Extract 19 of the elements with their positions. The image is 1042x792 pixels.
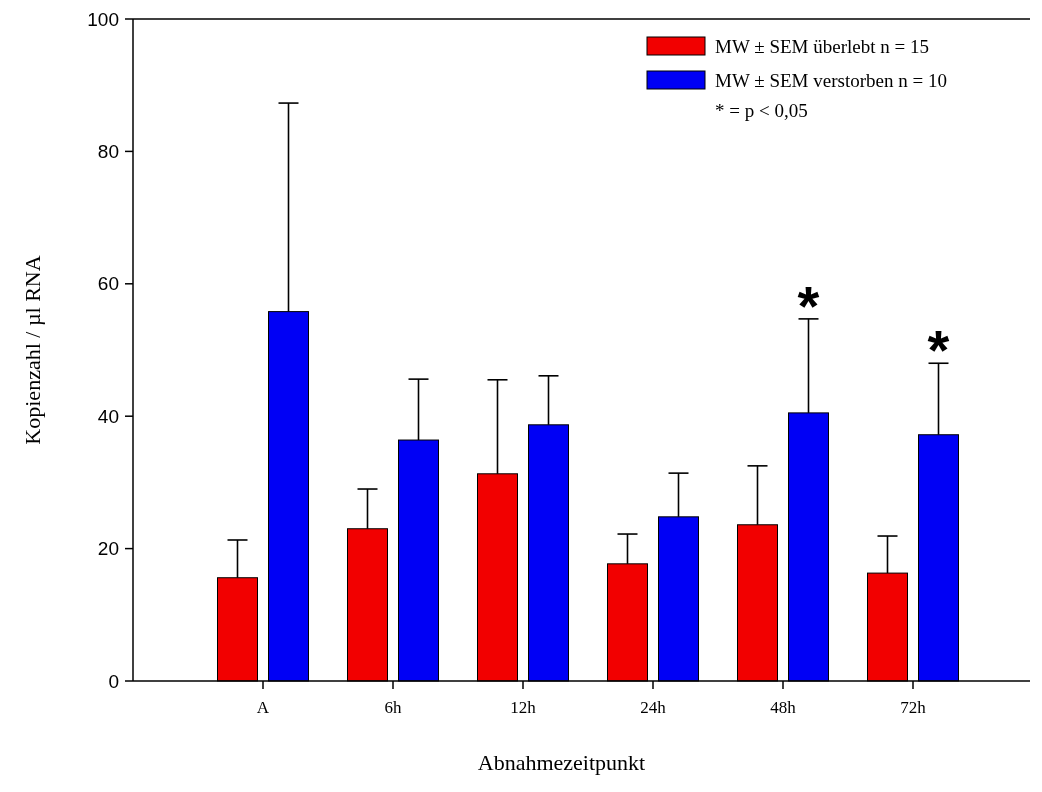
legend-label: MW ± SEM verstorben n = 10: [715, 70, 947, 91]
x-tick-label: 12h: [510, 698, 537, 717]
y-tick-label: 20: [97, 538, 119, 560]
y-tick-label: 100: [87, 8, 119, 30]
y-tick-label: 0: [108, 670, 119, 692]
y-tick-label: 80: [97, 141, 119, 163]
x-axis-title: Abnahmezeitpunkt: [477, 750, 646, 775]
x-tick-label: 24h: [640, 698, 667, 717]
y-axis-title: Kopienzahl / µl RNA: [20, 255, 45, 445]
x-tick-label: 6h: [384, 698, 402, 717]
y-tick-label: 40: [97, 405, 119, 427]
x-tick-label: A: [256, 698, 270, 717]
annotation: * = p < 0,05: [715, 100, 808, 121]
y-tick-label: 60: [97, 273, 119, 295]
x-tick-label: 48h: [770, 698, 797, 717]
annotation: *: [927, 318, 950, 382]
annotation: *: [797, 273, 820, 337]
x-tick-label: 72h: [900, 698, 927, 717]
legend-label: MW ± SEM überlebt n = 15: [715, 36, 929, 57]
